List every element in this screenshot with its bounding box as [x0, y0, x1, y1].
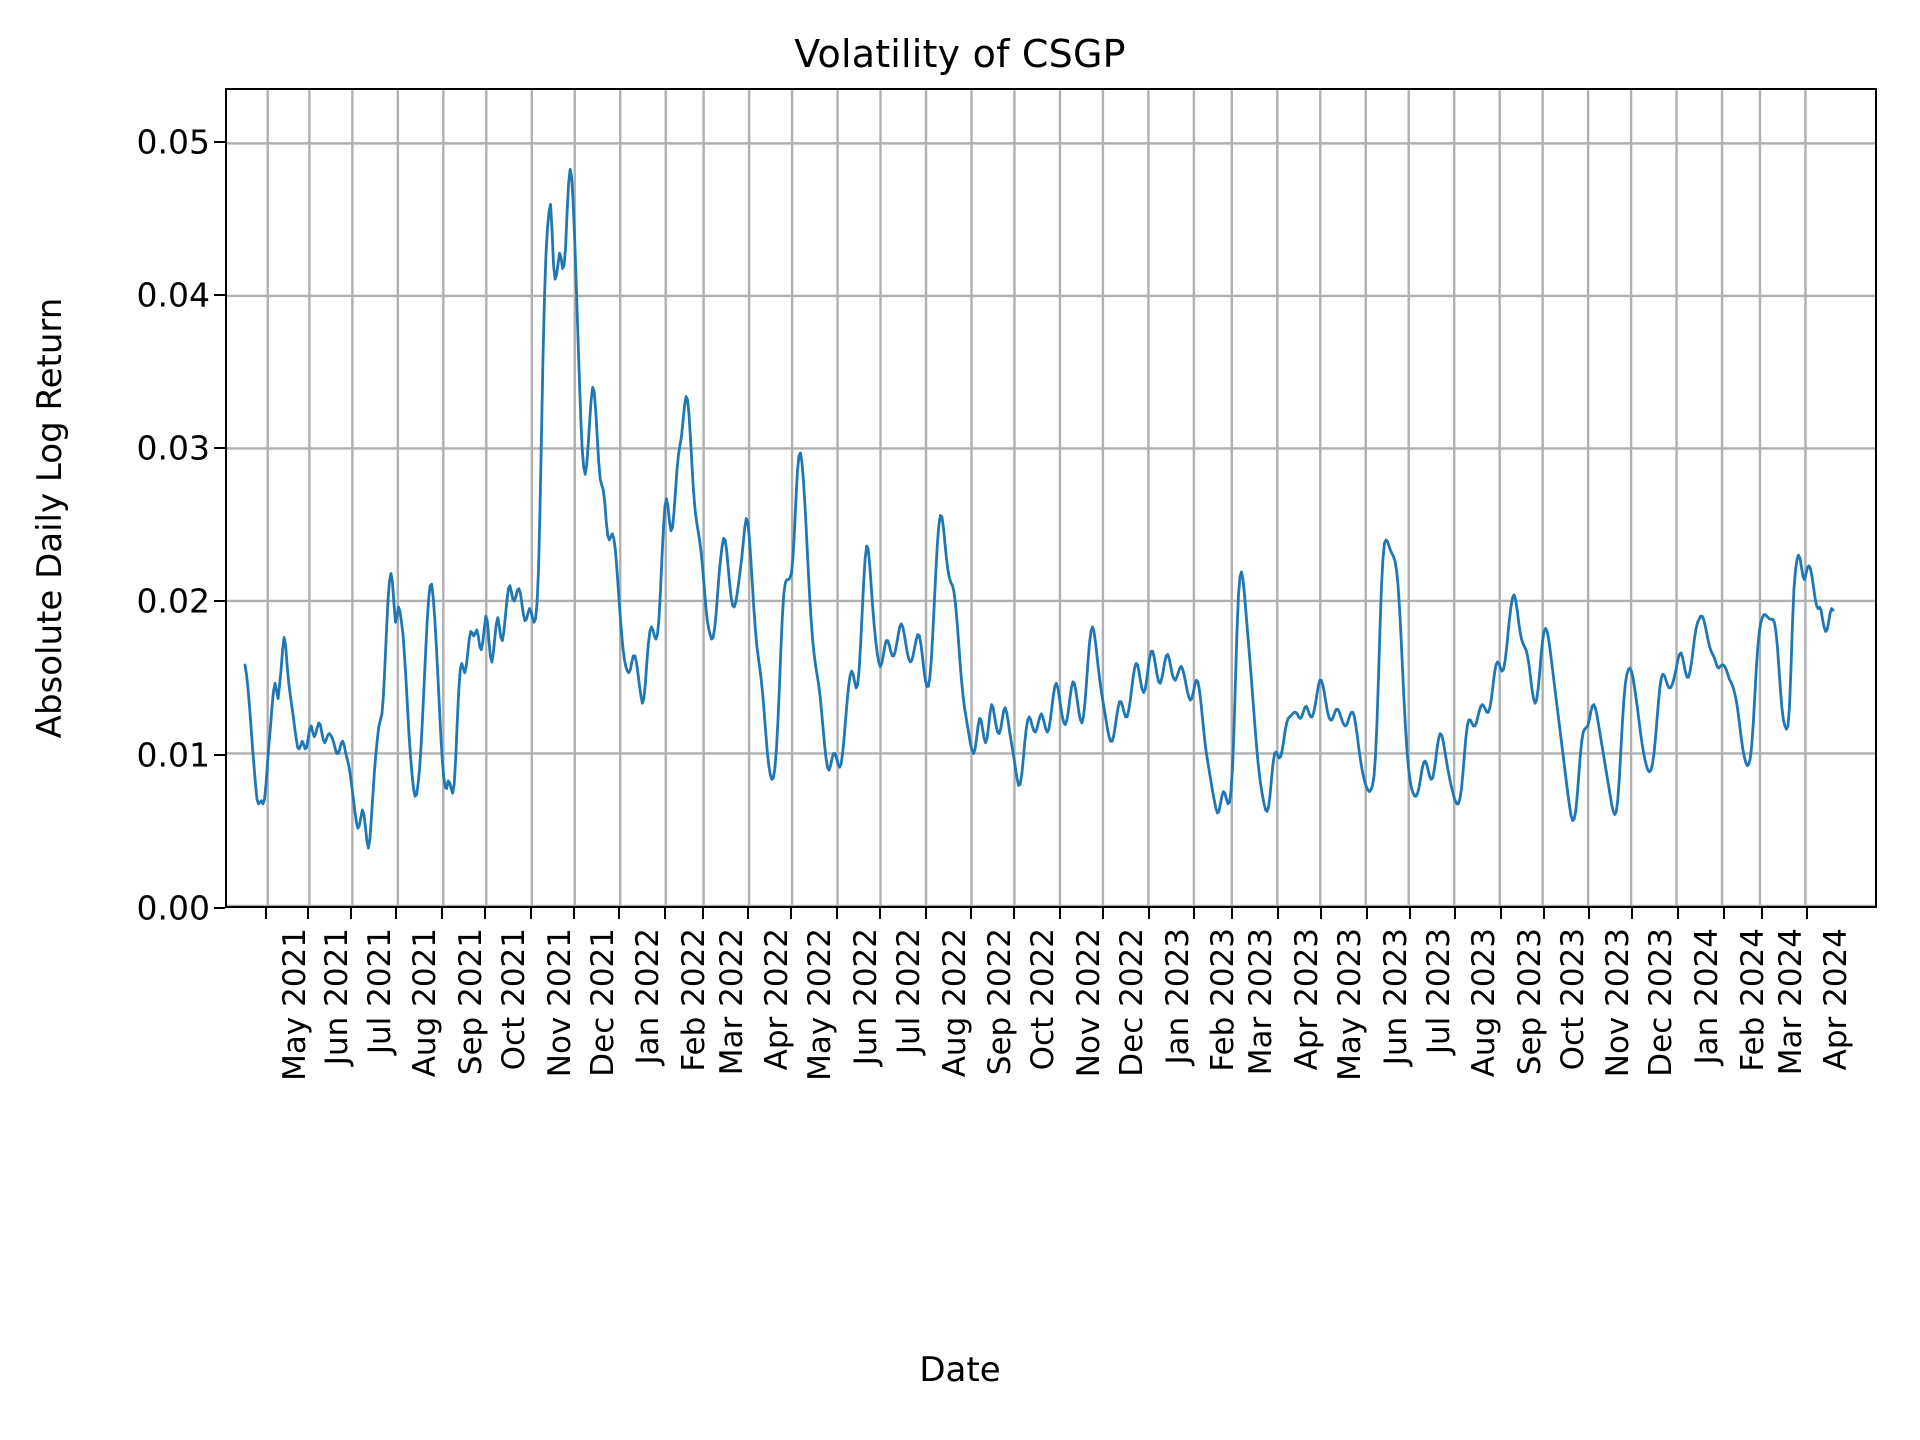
x-tick-label: Jan 2023: [1159, 928, 1196, 1065]
y-tick-mark: [214, 753, 225, 756]
x-tick-label: Aug 2023: [1466, 928, 1503, 1078]
x-tick-label: Dec 2022: [1114, 928, 1151, 1077]
y-tick-mark: [214, 907, 225, 909]
x-tick-label: Sep 2022: [982, 928, 1019, 1076]
x-tick-label: Jun 2021: [318, 928, 355, 1066]
y-tick-label: 0.03: [136, 428, 210, 468]
x-tick-mark: [1454, 908, 1457, 919]
x-axis-label: Date: [919, 1350, 1001, 1390]
x-tick-mark: [572, 908, 575, 919]
x-tick-label: Jan 2022: [630, 928, 667, 1065]
x-tick-mark: [395, 908, 398, 919]
x-tick-mark: [1542, 908, 1545, 919]
y-tick-mark: [214, 293, 225, 296]
x-tick-mark: [1193, 908, 1196, 919]
x-tick-mark: [970, 908, 973, 919]
x-tick-mark: [1722, 908, 1725, 919]
x-tick-label: Sep 2021: [452, 928, 489, 1076]
x-tick-mark: [1760, 908, 1763, 919]
x-tick-mark: [349, 908, 352, 919]
x-tick-mark: [1499, 908, 1502, 919]
x-tick-mark: [264, 908, 267, 919]
x-tick-mark: [1013, 908, 1016, 919]
x-tick-label: Oct 2023: [1554, 928, 1591, 1071]
y-tick-mark: [214, 140, 225, 143]
x-tick-mark: [701, 908, 704, 919]
y-tick-label: 0.05: [136, 122, 210, 162]
x-tick-mark: [1231, 908, 1234, 919]
x-tick-mark: [1408, 908, 1411, 919]
y-tick-label: 0.01: [136, 735, 210, 775]
volatility-line-series: [227, 90, 1875, 906]
x-tick-label: Mar 2024: [1772, 928, 1809, 1076]
x-tick-mark: [1806, 908, 1809, 919]
x-tick-label: Jun 2023: [1377, 928, 1414, 1066]
x-tick-mark: [1058, 908, 1061, 919]
x-tick-mark: [836, 908, 839, 919]
x-tick-label: Aug 2021: [407, 928, 444, 1078]
y-tick-label: 0.02: [136, 581, 210, 621]
x-tick-label: Sep 2023: [1511, 928, 1548, 1076]
x-tick-label: Jul 2023: [1420, 928, 1457, 1055]
x-tick-mark: [879, 908, 882, 919]
x-tick-label: Mar 2023: [1243, 928, 1280, 1076]
x-tick-label: Jul 2021: [361, 928, 398, 1055]
x-tick-mark: [1276, 908, 1279, 919]
x-tick-label: May 2023: [1331, 928, 1368, 1081]
y-tick-label: 0.00: [136, 888, 210, 928]
x-tick-mark: [1588, 908, 1591, 919]
x-tick-label: Jul 2022: [891, 928, 928, 1055]
x-tick-mark: [529, 908, 532, 919]
x-tick-label: Dec 2021: [584, 928, 621, 1077]
y-tick-mark: [214, 447, 225, 450]
x-tick-label: Apr 2022: [759, 928, 796, 1071]
x-tick-label: May 2022: [802, 928, 839, 1081]
x-tick-label: Nov 2022: [1070, 928, 1107, 1078]
x-tick-label: Feb 2022: [675, 928, 712, 1072]
x-tick-label: Apr 2024: [1818, 928, 1855, 1071]
y-tick-label: 0.04: [136, 275, 210, 315]
x-tick-label: Feb 2023: [1205, 928, 1242, 1072]
x-tick-mark: [1677, 908, 1680, 919]
x-tick-mark: [790, 908, 793, 919]
x-tick-label: Feb 2024: [1734, 928, 1771, 1072]
y-tick-mark: [214, 600, 225, 603]
x-tick-label: Mar 2022: [713, 928, 750, 1076]
x-tick-label: Jun 2022: [848, 928, 885, 1066]
x-tick-label: Oct 2021: [495, 928, 532, 1071]
x-tick-mark: [663, 908, 666, 919]
x-tick-label: Nov 2021: [541, 928, 578, 1078]
x-tick-mark: [1631, 908, 1634, 919]
x-tick-mark: [618, 908, 621, 919]
x-tick-mark: [306, 908, 309, 919]
x-tick-label: Jan 2024: [1689, 928, 1726, 1065]
x-tick-label: Aug 2022: [936, 928, 973, 1078]
y-axis-label: Absolute Daily Log Return: [30, 297, 70, 739]
x-tick-mark: [924, 908, 927, 919]
x-tick-label: Nov 2023: [1600, 928, 1637, 1078]
x-tick-label: Oct 2022: [1025, 928, 1062, 1071]
chart-title: Volatility of CSGP: [794, 32, 1126, 76]
plot-area: [225, 88, 1877, 908]
x-tick-mark: [440, 908, 443, 919]
x-tick-label: May 2021: [276, 928, 313, 1081]
x-tick-mark: [1365, 908, 1368, 919]
x-tick-label: Apr 2023: [1288, 928, 1325, 1071]
x-tick-mark: [1319, 908, 1322, 919]
x-tick-mark: [1102, 908, 1105, 919]
x-tick-mark: [483, 908, 486, 919]
x-tick-label: Dec 2023: [1643, 928, 1680, 1077]
x-tick-mark: [747, 908, 750, 919]
data-line: [245, 169, 1833, 848]
x-tick-mark: [1147, 908, 1150, 919]
